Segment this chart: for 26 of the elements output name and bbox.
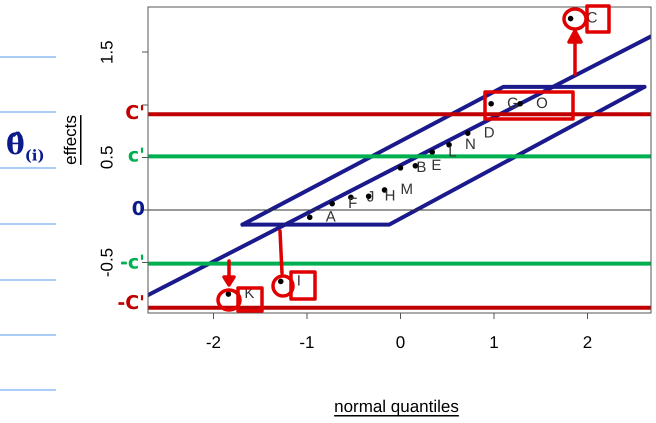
data-label: B xyxy=(416,159,426,176)
data-label: F xyxy=(348,194,358,212)
x-tick-label: -2 xyxy=(206,332,222,352)
y-tick-label: 0.5 xyxy=(98,146,117,170)
x-tick-label: 1 xyxy=(489,332,499,352)
x-axis-title: normal quantiles xyxy=(334,397,459,416)
data-label: D xyxy=(484,124,495,142)
ref-line-label: C' xyxy=(125,102,145,124)
y-tick-label: 1.5 xyxy=(98,40,117,64)
data-label: M xyxy=(400,181,414,198)
text: θ̂$_{(i)}$ xyxy=(6,128,45,165)
data-label: O xyxy=(536,94,548,112)
ref-line-label: -C' xyxy=(117,292,145,314)
data-label: I xyxy=(296,272,301,290)
ref-line-label: -c' xyxy=(120,252,145,274)
data-label: H xyxy=(384,187,396,204)
ref-line-label: c' xyxy=(128,144,145,166)
x-tick-label: 2 xyxy=(582,332,592,352)
data-label: N xyxy=(465,136,476,153)
y-axis-title: effects xyxy=(61,115,80,165)
data-label: A xyxy=(326,208,336,226)
ref-line-label: 0 xyxy=(132,198,145,220)
y-tick-label: -0.5 xyxy=(98,248,117,278)
data-label: E xyxy=(431,156,442,174)
x-tick-label: 0 xyxy=(396,332,406,352)
x-tick-label: -1 xyxy=(299,332,315,352)
